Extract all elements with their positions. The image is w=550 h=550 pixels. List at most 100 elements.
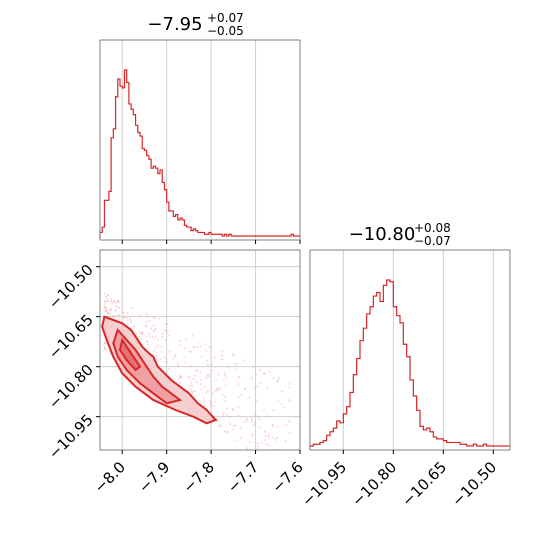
sample-point: [237, 414, 240, 417]
sample-point: [237, 383, 240, 385]
sample-point: [258, 418, 261, 421]
sample-point: [204, 343, 207, 346]
sample-point: [138, 335, 140, 338]
sample-point: [278, 376, 280, 379]
sample-point: [265, 442, 268, 445]
sample-point: [187, 376, 190, 379]
sample-point: [284, 440, 287, 442]
sample-point: [214, 401, 217, 403]
sample-point: [183, 356, 185, 359]
sample-point: [252, 366, 255, 369]
sample-point: [199, 371, 202, 374]
sample-point: [209, 405, 212, 407]
sample-point: [178, 378, 181, 381]
sample-point: [185, 338, 188, 341]
sample-point: [183, 347, 186, 350]
sample-point: [150, 327, 153, 330]
sample-point: [244, 388, 247, 390]
sample-point: [233, 354, 236, 357]
sample-point: [103, 300, 106, 302]
sample-point: [153, 349, 156, 352]
sample-point: [117, 318, 120, 321]
x-ticks: [121, 450, 301, 454]
sample-point: [272, 377, 275, 380]
sample-point: [264, 430, 266, 433]
sample-point: [219, 425, 222, 428]
sample-point: [251, 376, 254, 379]
sample-point: [224, 430, 226, 433]
sample-point: [263, 409, 265, 412]
sample-point: [211, 369, 214, 372]
sample-point: [259, 382, 262, 385]
sample-point: [117, 313, 120, 316]
sample-point: [212, 405, 215, 408]
sample-point: [214, 389, 217, 392]
sample-point: [192, 346, 195, 349]
sample-point: [257, 447, 259, 449]
sample-point: [256, 442, 259, 445]
sample-point: [225, 376, 228, 379]
sample-point: [110, 300, 112, 303]
sample-point: [157, 338, 160, 341]
sample-point: [211, 392, 214, 395]
sample-point: [114, 302, 117, 304]
sample-point: [166, 371, 168, 374]
sample-point: [257, 415, 260, 418]
panel-title-param1: −7.95: [147, 14, 202, 35]
sample-point: [177, 365, 180, 367]
sample-point: [242, 359, 245, 362]
sample-point: [146, 320, 149, 323]
sample-point: [161, 332, 164, 335]
sample-point: [152, 330, 155, 332]
sample-point: [288, 386, 291, 389]
sample-point: [251, 418, 253, 421]
sample-point: [139, 331, 141, 334]
sample-point: [236, 439, 238, 442]
sample-point: [276, 436, 279, 439]
sample-point: [234, 424, 237, 427]
sample-point: [258, 426, 261, 429]
sample-point: [166, 322, 169, 325]
sample-point: [104, 302, 107, 305]
sample-point: [239, 427, 242, 430]
sample-point: [144, 325, 147, 327]
sample-point: [221, 349, 224, 352]
sample-point: [104, 349, 107, 351]
sample-point: [218, 424, 221, 427]
sample-point: [165, 360, 168, 363]
sample-point: [211, 363, 213, 366]
sample-point: [105, 310, 108, 312]
sample-point: [251, 433, 254, 436]
sample-point: [280, 403, 283, 406]
sample-point: [201, 355, 203, 358]
sample-point: [237, 376, 240, 378]
sample-point: [256, 445, 259, 448]
y-ticks: [96, 266, 100, 418]
sample-point: [140, 338, 143, 341]
sample-point: [233, 424, 235, 427]
title-value: −7.95: [147, 14, 202, 35]
sample-point: [234, 368, 237, 371]
sample-point: [221, 354, 223, 357]
sample-point: [131, 307, 134, 310]
title-lower-error: −0.05: [207, 24, 244, 38]
sample-point: [231, 407, 234, 410]
sample-point: [161, 351, 164, 353]
sample-point: [144, 312, 147, 315]
sample-point: [228, 366, 230, 369]
title-lower-error: −0.07: [414, 234, 451, 248]
sample-point: [246, 417, 249, 420]
sample-point: [289, 401, 291, 403]
sample-point: [215, 379, 217, 382]
sample-point: [266, 415, 269, 418]
sample-point: [117, 300, 120, 303]
sample-point: [267, 436, 270, 438]
sample-point: [233, 362, 236, 365]
sample-point: [159, 358, 162, 361]
sample-point: [267, 433, 270, 436]
sample-point: [219, 387, 221, 390]
sample-point: [126, 317, 128, 319]
sample-point: [174, 354, 176, 356]
sample-point: [276, 380, 279, 383]
sample-point: [217, 373, 220, 376]
